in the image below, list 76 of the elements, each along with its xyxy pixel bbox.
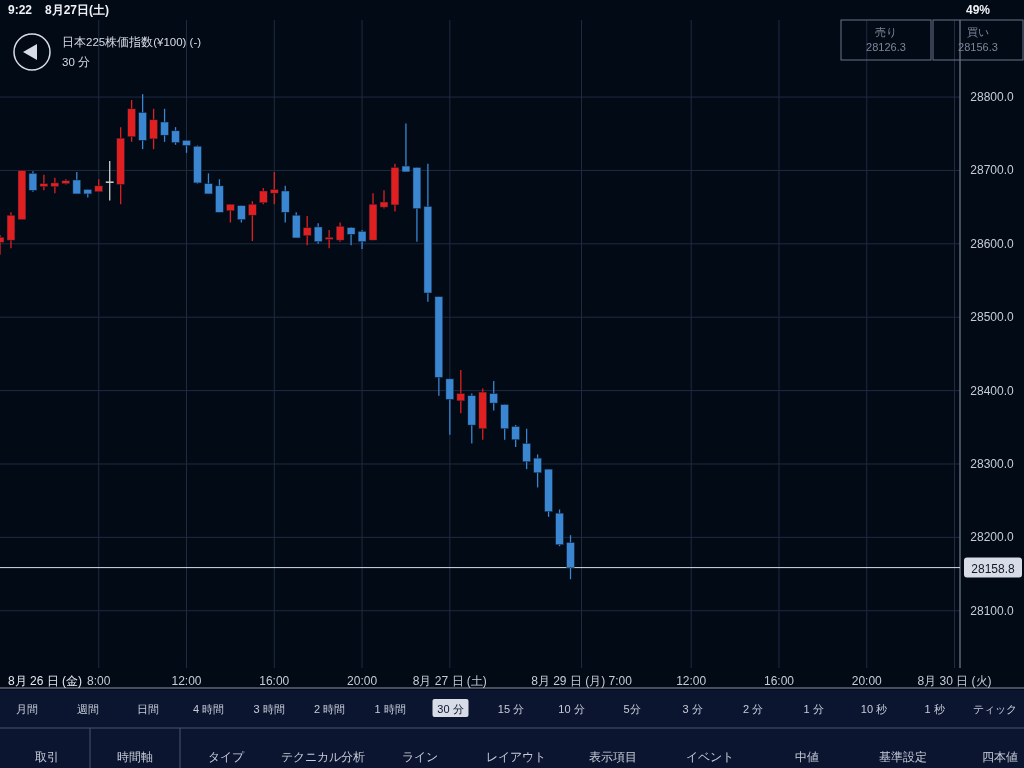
y-tick-label: 28500.0 — [970, 310, 1015, 325]
text: ティック — [973, 703, 1017, 715]
y-tick-label: 28600.0 — [970, 236, 1015, 251]
x-tick-label: 16:00 — [259, 674, 290, 688]
text: 3 分 — [682, 703, 703, 715]
text: 1 秒 — [924, 703, 945, 715]
x-tick-label: 12:00 — [171, 674, 202, 688]
y-tick-label: 28100.0 — [970, 603, 1015, 618]
text: 15 分 — [497, 703, 525, 715]
y-tick-label: 28200.0 — [970, 530, 1015, 545]
text: イベント — [685, 750, 734, 764]
candlestick — [522, 428, 531, 470]
text: 9:22 — [8, 3, 33, 17]
y-tick-label: 28800.0 — [970, 90, 1015, 105]
candlestick — [456, 369, 465, 414]
text: 1 分 — [803, 703, 824, 715]
annotation: 28126.3 — [866, 41, 906, 53]
text: 2 時間 — [313, 703, 346, 715]
y-tick-label: 28400.0 — [970, 383, 1015, 398]
text: 日本225株価指数(¥100) (-) — [62, 36, 202, 48]
candlestick — [489, 380, 498, 412]
text: 49% — [965, 3, 991, 17]
x-tick-label: 8:00 — [87, 674, 111, 688]
text: 8月27日(土) — [45, 3, 110, 17]
text: 日間 — [137, 703, 159, 715]
candlestick — [226, 203, 235, 224]
candlestick — [324, 229, 334, 249]
x-tick-label: 8月 29 日 (月) 7:00 — [531, 674, 633, 688]
text: 1 時間 — [374, 703, 406, 715]
text: 3 時間 — [253, 703, 285, 715]
candlestick — [292, 211, 301, 239]
text: 8月 26 日 (金) — [8, 674, 83, 688]
candlestick — [270, 171, 279, 205]
candlestick — [313, 222, 323, 245]
x-tick-label: 20:00 — [347, 674, 378, 688]
text: レイアウト — [486, 750, 547, 764]
text: 30 分 — [437, 703, 464, 715]
y-tick-label: 28300.0 — [970, 456, 1015, 471]
text: 10 秒 — [860, 703, 888, 715]
text: 基準設定 — [879, 750, 928, 764]
candlestick — [105, 160, 115, 202]
candlestick — [50, 177, 60, 194]
candlestick — [533, 453, 542, 489]
candlestick — [149, 108, 158, 150]
candlestick — [281, 185, 290, 224]
text: 30 分 — [62, 56, 90, 68]
x-tick-label: 12:00 — [676, 674, 707, 688]
text: 取引 — [35, 750, 59, 764]
ref-line-label: 28158.8 — [971, 561, 1016, 576]
candlestick — [160, 108, 169, 143]
text: ライン — [401, 750, 438, 764]
candlestick — [303, 215, 312, 246]
text: テクニカル分析 — [280, 750, 365, 764]
text: 月間 — [16, 703, 38, 715]
text: 週間 — [76, 703, 99, 715]
text: 四本値 — [982, 750, 1018, 764]
x-tick-label: 16:00 — [763, 674, 795, 688]
x-tick-label: 8月 30 日 (火) — [917, 674, 992, 688]
candlestick — [72, 171, 81, 195]
annotation: 売り — [875, 26, 897, 38]
candlestick — [204, 172, 213, 195]
y-tick-label: 28700.0 — [970, 163, 1015, 178]
candlestick — [248, 200, 257, 242]
text: 表示項目 — [589, 750, 637, 764]
x-tick-label: 8月 27 日 (土) — [412, 674, 487, 688]
text: 中値 — [794, 750, 819, 764]
text: 2 分 — [742, 703, 764, 715]
text: 買い — [967, 26, 989, 38]
text: 4 時間 — [192, 703, 225, 715]
text: 時間軸 — [117, 750, 153, 764]
candlestick — [445, 378, 455, 436]
candlestick — [511, 424, 520, 448]
text: 10 分 — [558, 703, 585, 715]
x-tick-label: 20:00 — [851, 674, 883, 688]
text: 5分 — [623, 703, 641, 715]
text: タイプ — [208, 750, 245, 764]
